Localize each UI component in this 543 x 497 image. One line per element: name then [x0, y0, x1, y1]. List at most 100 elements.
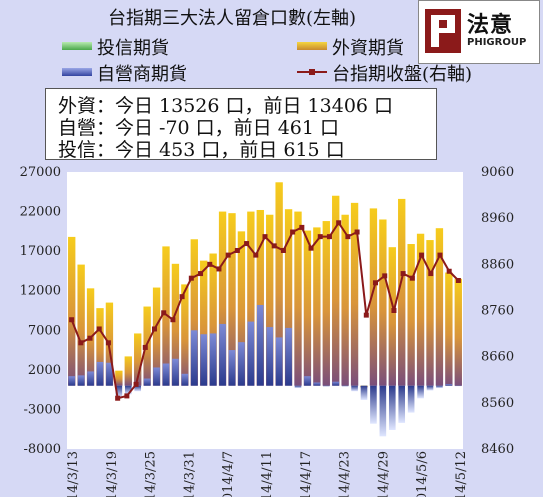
- dealer-bar: [426, 385, 434, 391]
- x-tick-label: 2014/4/29: [376, 451, 391, 497]
- foreign-bar: [152, 287, 161, 386]
- foreign-bar: [332, 195, 340, 386]
- summary-inv-trust: 投信：今日 453 口，前日 615 口: [58, 139, 345, 161]
- close-point: [308, 245, 314, 251]
- close-point: [161, 310, 167, 316]
- left-tick-label: -8000: [24, 442, 61, 457]
- close-point: [188, 275, 194, 281]
- left-tick-label: 22000: [20, 205, 61, 220]
- close-point: [280, 247, 286, 253]
- right-tick-label: 9060: [481, 165, 514, 180]
- right-tick-label: 8660: [481, 350, 514, 365]
- dealer-bar: [106, 362, 113, 386]
- dealer-bar: [134, 385, 142, 392]
- close-point: [87, 335, 93, 341]
- close-point: [455, 277, 461, 283]
- close-point: [345, 234, 351, 240]
- dealer-bar: [370, 385, 377, 424]
- logo-mark-icon: [425, 9, 461, 53]
- foreign-bar: [228, 213, 236, 386]
- foreign-bar: [124, 356, 132, 386]
- foreign-bar: [303, 230, 312, 386]
- dealer-bar: [379, 385, 387, 437]
- dealer-bar: [285, 327, 292, 386]
- close-point: [207, 261, 213, 267]
- close-point: [446, 268, 452, 274]
- foreign-bar: [322, 221, 330, 386]
- summary-foreign: 外資：今日 13526 口，前日 13406 口: [58, 95, 394, 117]
- foreign-bar: [388, 247, 396, 386]
- close-point: [290, 229, 296, 235]
- close-point: [142, 344, 148, 350]
- close-point: [253, 252, 259, 258]
- x-tick-label: 2014/3/13: [66, 451, 81, 497]
- dealer-bar: [332, 381, 340, 386]
- dealer-bar: [190, 330, 198, 386]
- close-point: [428, 271, 434, 277]
- dealer-bar: [68, 376, 76, 386]
- foreign-bar: [162, 246, 170, 386]
- close-point: [179, 294, 185, 300]
- close-point: [437, 252, 443, 258]
- foreign-bar: [115, 370, 123, 386]
- foreign-bar: [77, 264, 85, 386]
- dealer-bar: [275, 337, 283, 386]
- dealer-bar: [77, 375, 85, 386]
- dealer-bar: [124, 385, 132, 395]
- left-tick-label: -3000: [24, 402, 61, 417]
- logo-sub: PHIGROUP: [467, 37, 527, 48]
- dealer-bar: [454, 385, 462, 387]
- x-tick-label: 2014/3/19: [105, 451, 120, 497]
- legend-inv-trust: 投信期貨: [97, 38, 169, 59]
- foreign-bar: [341, 214, 349, 386]
- logo-brand: 法意: [467, 12, 514, 38]
- left-tick-label: 7000: [28, 323, 61, 338]
- legend-swatch-dealer: [62, 68, 92, 76]
- x-tick-label: 2014/3/31: [182, 451, 197, 497]
- close-point: [382, 273, 388, 279]
- summary-dealer: 自營：今日 -70 口，前日 461 口: [58, 117, 340, 139]
- close-point: [336, 220, 342, 226]
- close-point: [170, 317, 176, 323]
- close-point: [409, 275, 415, 281]
- foreign-bar: [416, 233, 425, 386]
- foreign-bar: [96, 308, 104, 386]
- dealer-bar: [266, 327, 274, 386]
- left-tick-label: 27000: [20, 165, 61, 180]
- x-tick-label: 2014/4/11: [260, 451, 275, 497]
- legend-swatch-foreign: [297, 42, 327, 50]
- foreign-bar: [445, 272, 453, 386]
- dealer-bar: [407, 385, 415, 413]
- dealer-bar: [96, 361, 104, 386]
- close-point: [96, 326, 102, 332]
- foreign-bar: [379, 219, 387, 386]
- close-point: [133, 381, 139, 387]
- dealer-bar: [87, 371, 94, 386]
- x-tick-label: 2014/4/7: [221, 451, 236, 497]
- line-layer: [69, 220, 461, 401]
- right-tick-label: 8760: [481, 304, 514, 319]
- legend-close: 台指期收盤(右軸): [332, 64, 473, 85]
- close-point: [198, 271, 204, 277]
- left-tick-label: 2000: [28, 363, 61, 378]
- left-tick-label: 17000: [20, 244, 61, 259]
- right-tick-label: 8960: [481, 211, 514, 226]
- x-tick-label: 2014/3/25: [144, 451, 159, 497]
- x-tick-label: 2014/4/23: [338, 451, 353, 497]
- close-point: [69, 317, 75, 323]
- close-point: [124, 393, 130, 399]
- plot-area: [67, 172, 463, 449]
- close-point: [354, 229, 360, 235]
- dealer-bar: [445, 384, 453, 386]
- right-tick-label: 8560: [481, 396, 514, 411]
- foreign-bar: [209, 253, 217, 386]
- foreign-bar: [350, 202, 359, 386]
- close-point: [299, 224, 305, 230]
- close-point: [326, 234, 332, 240]
- foreign-bar: [200, 260, 208, 386]
- dealer-bar: [294, 385, 302, 389]
- foreign-bar: [190, 239, 198, 386]
- foreign-bar: [407, 244, 415, 386]
- foreign-bar: [134, 333, 142, 386]
